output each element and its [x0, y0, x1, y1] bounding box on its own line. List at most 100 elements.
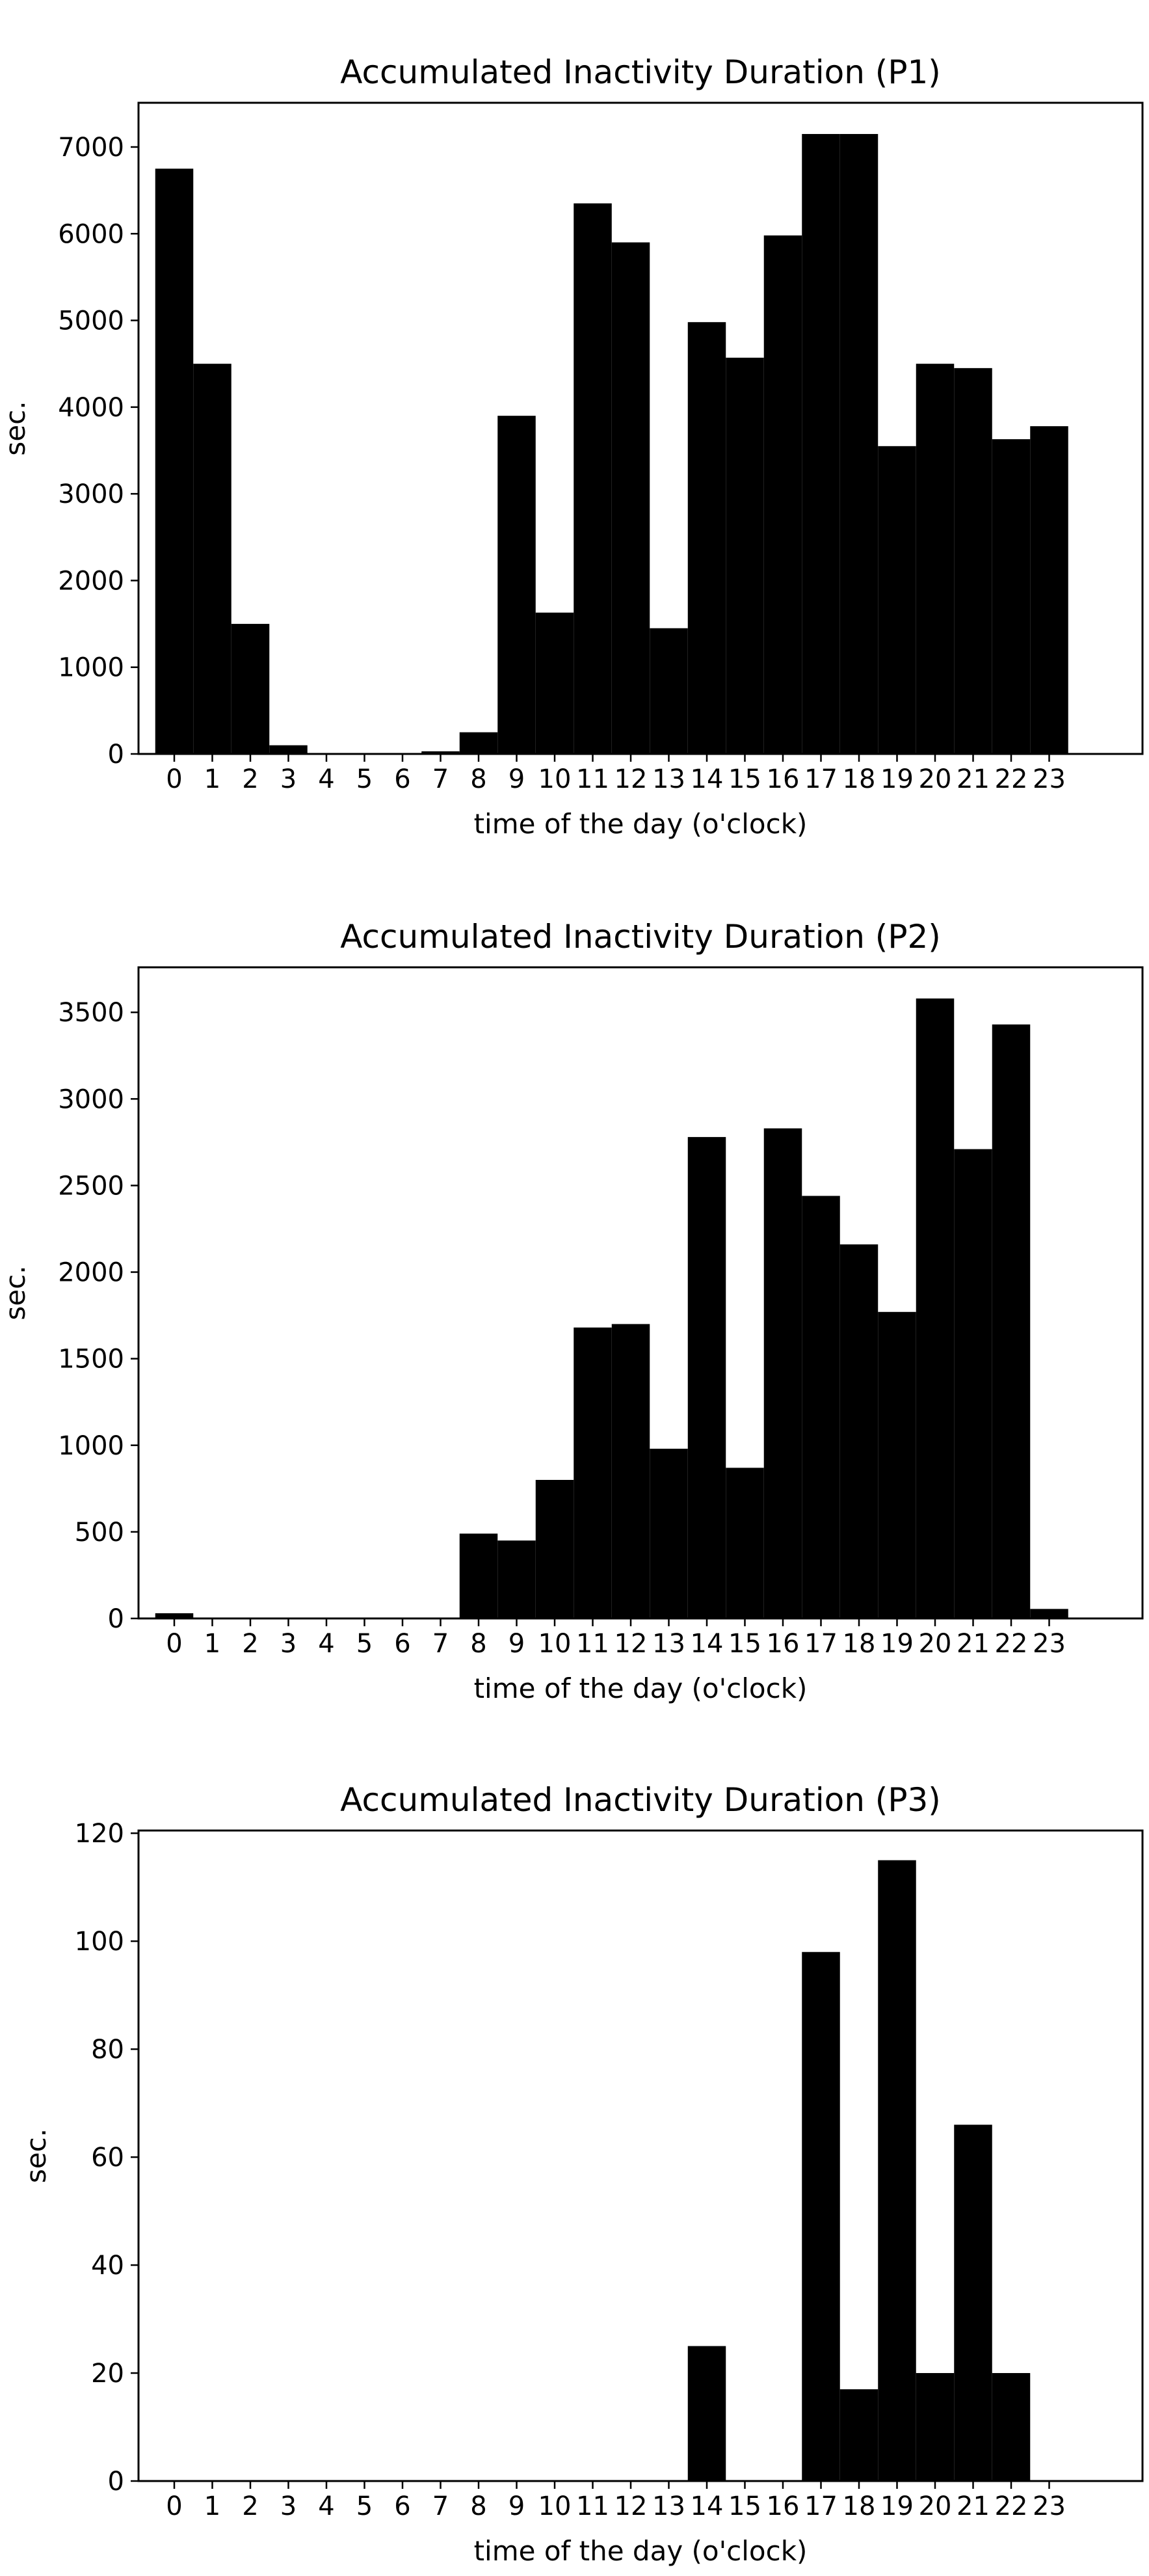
x-tick-label: 6	[394, 764, 410, 794]
x-tick-label: 1	[204, 2491, 220, 2521]
x-tick-label: 23	[1033, 1629, 1066, 1659]
x-tick-label: 20	[919, 2491, 952, 2521]
y-tick-label: 0	[108, 1604, 124, 1634]
bar-19	[878, 1311, 916, 1618]
x-tick-label: 14	[691, 764, 724, 794]
x-tick-label: 9	[508, 764, 525, 794]
x-tick-label: 3	[280, 764, 297, 794]
y-tick-label: 6000	[58, 219, 124, 249]
x-tick-label: 12	[614, 2491, 648, 2521]
x-tick-label: 21	[957, 2491, 990, 2521]
x-tick-label: 7	[432, 1629, 449, 1659]
y-axis-label: sec.	[20, 2128, 52, 2183]
bar-23	[1030, 1609, 1068, 1618]
y-tick-label: 0	[108, 2467, 124, 2497]
x-tick-label: 21	[957, 764, 990, 794]
x-tick-label: 3	[280, 2491, 297, 2521]
x-tick-label: 6	[394, 1629, 410, 1659]
x-tick-label: 8	[470, 2491, 486, 2521]
y-tick-label: 120	[75, 1819, 124, 1849]
x-tick-label: 10	[538, 2491, 572, 2521]
x-tick-label: 11	[576, 764, 609, 794]
x-tick-label: 5	[356, 2491, 373, 2521]
x-tick-label: 10	[538, 1629, 572, 1659]
bar-14	[687, 322, 726, 755]
bar-18	[839, 133, 878, 755]
x-tick-label: 8	[470, 1629, 486, 1659]
bar-22	[992, 439, 1031, 754]
chart-title: Accumulated Inactivity Duration (P1)	[340, 53, 941, 91]
x-tick-label: 23	[1033, 764, 1066, 794]
bar-19	[878, 446, 916, 754]
y-tick-label: 100	[75, 1927, 124, 1957]
x-tick-label: 4	[318, 764, 334, 794]
plot-frame	[137, 1829, 1144, 2482]
bar-15	[726, 1468, 764, 1618]
bar-0	[155, 1613, 194, 1618]
y-tick-label: 2000	[58, 1258, 124, 1288]
bar-11	[574, 1327, 612, 1618]
bar-7	[421, 751, 460, 754]
x-tick-label: 21	[957, 1629, 990, 1659]
x-tick-label: 18	[843, 2491, 876, 2521]
y-tick-label: 500	[75, 1518, 124, 1548]
bar-22	[992, 2373, 1031, 2481]
bar-12	[611, 1324, 650, 1618]
x-tick-label: 4	[318, 2491, 334, 2521]
x-tick-label: 17	[804, 1629, 838, 1659]
bar-10	[535, 1480, 574, 1618]
bar-2	[231, 624, 270, 754]
x-tick-label: 16	[767, 764, 800, 794]
bar-17	[802, 133, 840, 755]
chart-title: Accumulated Inactivity Duration (P2)	[340, 918, 941, 956]
x-axis-label: time of the day (o'clock)	[474, 1672, 808, 1704]
y-tick-label: 0	[108, 740, 124, 770]
bar-9	[497, 1540, 536, 1618]
x-tick-label: 19	[880, 1629, 914, 1659]
x-tick-label: 2	[242, 764, 258, 794]
y-tick-label: 3000	[58, 479, 124, 509]
x-axis-label: time of the day (o'clock)	[474, 808, 808, 840]
x-tick-label: 19	[880, 764, 914, 794]
x-tick-label: 15	[728, 2491, 761, 2521]
x-tick-label: 9	[508, 1629, 525, 1659]
x-tick-label: 13	[652, 1629, 685, 1659]
x-tick-label: 4	[318, 1629, 334, 1659]
bar-20	[916, 2373, 955, 2481]
chart-title: Accumulated Inactivity Duration (P3)	[340, 1781, 941, 1819]
x-tick-label: 22	[995, 2491, 1028, 2521]
bar-12	[611, 242, 650, 755]
y-tick-label: 3500	[58, 998, 124, 1028]
x-tick-label: 13	[652, 2491, 685, 2521]
x-tick-label: 7	[432, 764, 449, 794]
y-tick-label: 20	[91, 2359, 124, 2389]
bar-3	[269, 745, 308, 754]
plot-frame	[137, 966, 1144, 1620]
x-tick-label: 11	[576, 2491, 609, 2521]
y-tick-label: 3000	[58, 1084, 124, 1114]
y-tick-label: 5000	[58, 306, 124, 336]
x-tick-label: 13	[652, 764, 685, 794]
x-tick-label: 1	[204, 1629, 220, 1659]
x-tick-label: 20	[919, 1629, 952, 1659]
x-tick-label: 17	[804, 764, 838, 794]
bar-23	[1030, 426, 1068, 754]
bar-21	[954, 1149, 992, 1618]
y-tick-label: 40	[91, 2251, 124, 2281]
x-tick-label: 22	[995, 1629, 1028, 1659]
y-axis-label: sec.	[0, 1265, 31, 1320]
y-tick-label: 4000	[58, 393, 124, 423]
bar-16	[763, 1128, 802, 1618]
bar-0	[155, 168, 194, 754]
x-tick-label: 18	[843, 764, 876, 794]
x-tick-label: 7	[432, 2491, 449, 2521]
x-tick-label: 0	[166, 1629, 182, 1659]
x-tick-label: 16	[767, 1629, 800, 1659]
x-tick-label: 9	[508, 2491, 525, 2521]
x-tick-label: 12	[614, 1629, 648, 1659]
plot-frame	[137, 101, 1144, 755]
x-tick-label: 14	[691, 2491, 724, 2521]
bar-13	[650, 1449, 688, 1618]
bar-19	[878, 1860, 916, 2481]
